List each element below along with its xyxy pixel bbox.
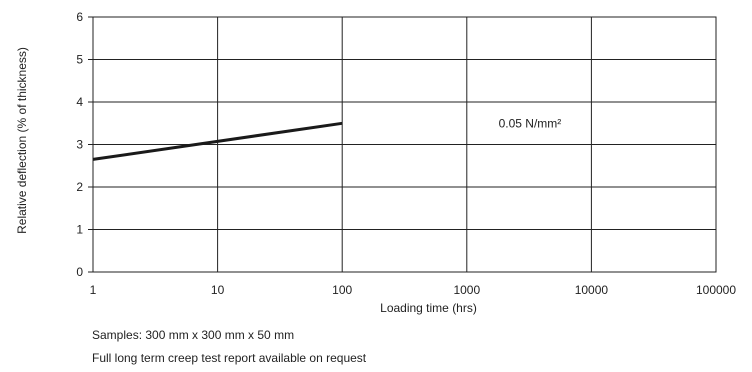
series-line-0	[92, 121, 343, 161]
x-tick-labels: 1 10 100 1000 10000 100000	[90, 283, 737, 297]
x-tick-label: 100000	[696, 283, 736, 297]
annotations: 0.05 N/mm²	[499, 117, 562, 131]
y-tick-label: 3	[76, 138, 83, 152]
y-tick-labels: 0 1 2 3 4 5 6	[76, 10, 83, 279]
y-tick-label: 6	[76, 10, 83, 24]
y-tick-label: 1	[76, 223, 83, 237]
series-group	[92, 121, 343, 161]
x-tick-label: 100	[332, 283, 352, 297]
x-tick-label: 1000	[453, 283, 480, 297]
annotation-label: 0.05 N/mm²	[499, 117, 562, 131]
y-tick-label: 0	[76, 265, 83, 279]
x-tick-label: 10000	[575, 283, 609, 297]
y-tick-label: 4	[76, 95, 83, 109]
y-axis-label: Relative deflection (% of thickness)	[15, 47, 29, 234]
samples-note: Samples: 300 mm x 300 mm x 50 mm	[92, 328, 295, 342]
x-tick-label: 10	[211, 283, 225, 297]
report-note: Full long term creep test report availab…	[92, 351, 367, 365]
x-axis-label: Loading time (hrs)	[380, 301, 477, 315]
x-tick-label: 1	[90, 283, 97, 297]
y-tick-label: 2	[76, 180, 83, 194]
y-tick-label: 5	[76, 53, 83, 67]
grid	[88, 16, 716, 273]
